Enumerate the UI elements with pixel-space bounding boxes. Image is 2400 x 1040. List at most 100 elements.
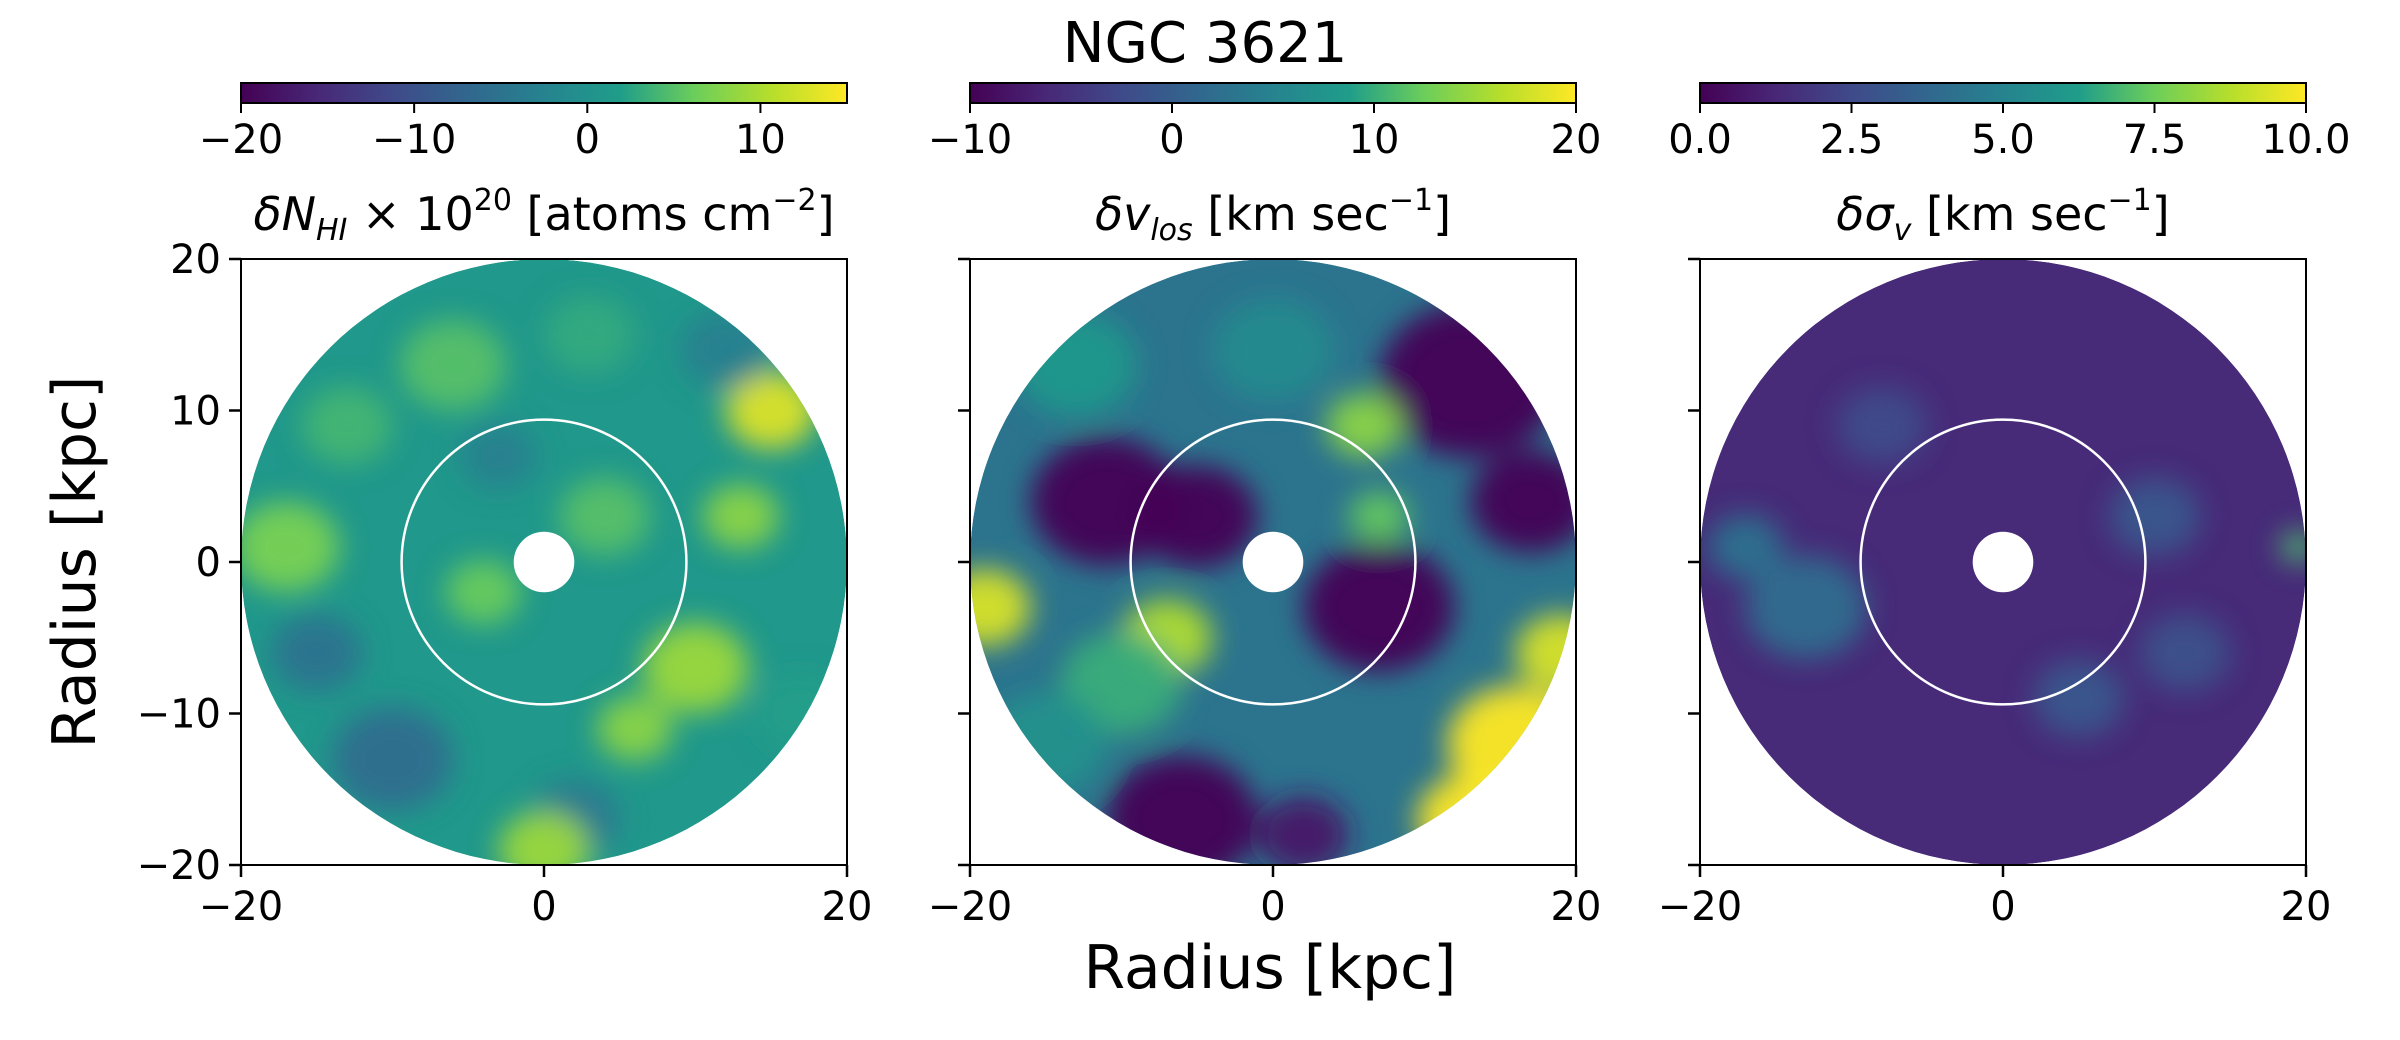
heatmap-blob bbox=[2109, 477, 2200, 556]
heatmap-blob bbox=[1348, 490, 1410, 543]
heatmap-blob bbox=[559, 477, 651, 556]
title-sup2: −2 bbox=[772, 183, 816, 218]
y-tick-label: 20 bbox=[170, 237, 221, 283]
colorbar-tick-label: 0 bbox=[1159, 117, 1184, 163]
title-mid: × 10 bbox=[347, 187, 473, 241]
colorbar-tick-label: 0.0 bbox=[1668, 117, 1732, 163]
central-hole bbox=[513, 531, 575, 593]
y-tick-label: −10 bbox=[137, 692, 221, 738]
y-tick-label: 0 bbox=[196, 540, 221, 586]
x-tick-label: 0 bbox=[531, 884, 556, 930]
x-tick-label: −20 bbox=[1658, 884, 1742, 930]
heatmap-blob bbox=[241, 501, 340, 592]
title-mid: [km sec bbox=[1911, 187, 2107, 241]
heatmap-blob bbox=[1416, 774, 1523, 865]
heatmap-blob bbox=[544, 296, 635, 374]
heatmap-blob bbox=[460, 423, 537, 489]
x-tick-label: 0 bbox=[1990, 884, 2015, 930]
colorbar-tick-label: 0 bbox=[575, 117, 600, 163]
heatmap-blob bbox=[498, 811, 590, 865]
heatmap-blob bbox=[2280, 531, 2306, 563]
colorbar-tick-label: −10 bbox=[928, 117, 1012, 163]
x-tick-label: 20 bbox=[2281, 884, 2332, 930]
heatmap-blobs bbox=[241, 296, 847, 865]
title-sup: 20 bbox=[474, 183, 512, 218]
x-tick-label: 0 bbox=[1260, 884, 1285, 930]
heatmap-blob bbox=[1257, 796, 1349, 865]
heatmap-blob bbox=[1015, 313, 1137, 417]
title-pre: δN bbox=[253, 187, 316, 241]
heatmap-blob bbox=[1707, 514, 1784, 580]
heatmap-blob bbox=[400, 319, 507, 411]
heatmap-blob bbox=[725, 371, 817, 450]
title-post: [atoms cm bbox=[512, 187, 772, 241]
title-post: ] bbox=[1433, 187, 1451, 241]
heatmap-blob bbox=[2139, 614, 2231, 692]
panel-velocity-dispersion: δσv [km sec−1] 0.0 2.5 5.0 7.5 10.0 −20 0 20 bbox=[1658, 82, 2351, 930]
title-end: ] bbox=[817, 187, 835, 241]
x-tick-label: −20 bbox=[199, 884, 283, 930]
heatmap-blob bbox=[2033, 659, 2125, 737]
heatmap-blob bbox=[445, 560, 522, 625]
colorbar-tick-label: 20 bbox=[1551, 117, 1602, 163]
panel-title-velocity-dispersion: δσv [km sec−1] bbox=[1836, 183, 2169, 248]
heatmap-blob bbox=[301, 387, 393, 465]
colorbar-tick-label: −10 bbox=[372, 117, 456, 163]
heatmap-blob bbox=[985, 692, 1107, 796]
heatmap-blob bbox=[642, 622, 749, 714]
x-tick-label: 20 bbox=[822, 884, 873, 930]
heatmap-blob bbox=[271, 614, 363, 692]
heatmap-blob bbox=[1379, 302, 1561, 458]
heatmap-blob bbox=[1303, 543, 1455, 672]
panel-title-los-velocity: δvlos [km sec−1] bbox=[1095, 183, 1451, 248]
heatmap-blob bbox=[970, 568, 1031, 647]
title-sub: los bbox=[1150, 213, 1192, 248]
title-sup: −1 bbox=[2108, 183, 2152, 218]
central-hole bbox=[1972, 531, 2034, 593]
y-tick-label: −20 bbox=[137, 843, 221, 889]
y-tick-label: 10 bbox=[170, 389, 221, 435]
colorbar-tick-label: −20 bbox=[199, 117, 283, 163]
heatmap-blob bbox=[680, 311, 772, 389]
heatmap-blob bbox=[1469, 449, 1576, 553]
heatmap-blob bbox=[1515, 614, 1576, 692]
title-sub: v bbox=[1894, 213, 1913, 248]
x-tick-label: 20 bbox=[1551, 884, 1602, 930]
reference-ring bbox=[400, 418, 688, 706]
panel-los-velocity: δvlos [km sec−1] −10 0 10 20 −20 0 20 bbox=[928, 82, 1602, 930]
colorbar bbox=[1699, 82, 2307, 104]
colorbar bbox=[969, 82, 1577, 104]
colorbar-tick-label: 7.5 bbox=[2123, 117, 2187, 163]
colorbar-tick-label: 5.0 bbox=[1971, 117, 2035, 163]
heatmap-blob bbox=[1060, 631, 1183, 735]
colorbar bbox=[240, 82, 848, 104]
figure-title: NGC 3621 bbox=[1063, 11, 1348, 76]
heatmap-blobs bbox=[1707, 387, 2306, 737]
heatmap-blob bbox=[1212, 298, 1334, 402]
title-sup: −1 bbox=[1389, 183, 1433, 218]
central-hole bbox=[1242, 531, 1304, 593]
heatmap-blob bbox=[1836, 387, 1928, 465]
heatmap-blob bbox=[597, 696, 673, 761]
y-axis-label: Radius [kpc] bbox=[40, 376, 110, 749]
panel-title-column-density: δNHI × 1020 [atoms cm−2] bbox=[253, 183, 834, 248]
title-mid: [km sec bbox=[1193, 187, 1389, 241]
heatmap-blob bbox=[1136, 465, 1258, 569]
panel-column-density: δNHI × 1020 [atoms cm−2] −20 −10 0 10−20 0 20… bbox=[137, 82, 873, 930]
colorbar-tick-label: 10 bbox=[735, 117, 786, 163]
reference-ring bbox=[1859, 418, 2147, 706]
heatmap-blob bbox=[756, 674, 847, 753]
title-pre: δv bbox=[1095, 187, 1151, 241]
heatmap-blob bbox=[1326, 393, 1402, 458]
colorbar-tick-label: 10.0 bbox=[2261, 117, 2350, 163]
heatmap-blob bbox=[331, 707, 454, 811]
title-sub: HI bbox=[316, 213, 348, 248]
heatmap-blob bbox=[703, 484, 779, 549]
reference-ring bbox=[1129, 418, 1417, 706]
heatmap-blob bbox=[1745, 555, 1867, 659]
title-pre: δσ bbox=[1836, 187, 1895, 241]
title-post: ] bbox=[2152, 187, 2170, 241]
x-axis-label: Radius [kpc] bbox=[1084, 933, 1457, 1003]
colorbar-tick-label: 10 bbox=[1349, 117, 1400, 163]
